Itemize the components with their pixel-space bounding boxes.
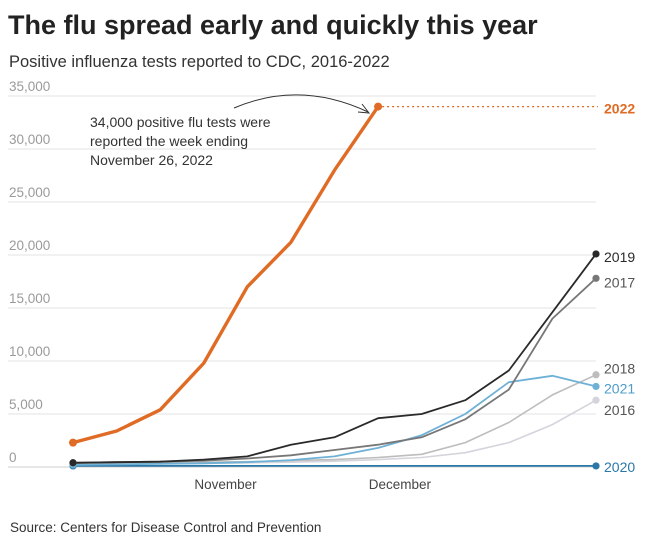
y-tick-label: 15,000 — [9, 291, 50, 306]
series-lines — [71, 104, 597, 467]
series-line-2016 — [72, 399, 597, 466]
annotation-text: 34,000 positive flu tests were reported t… — [90, 114, 271, 168]
y-tick-label: 20,000 — [9, 238, 50, 253]
series-line-2022 — [71, 104, 380, 445]
series-end-point-2021 — [592, 382, 600, 391]
end-label-2016: 2016 — [604, 402, 635, 418]
series-line-2017 — [72, 277, 597, 464]
end-label-2022: 2022 — [604, 101, 635, 117]
y-tick-label: 30,000 — [9, 132, 50, 147]
y-tick-label: 0 — [9, 450, 17, 465]
series-end-point-2017 — [592, 274, 600, 282]
end-label-2019: 2019 — [604, 249, 635, 265]
series-start-point-2019 — [69, 459, 77, 467]
annotation-line: November 26, 2022 — [90, 152, 213, 168]
series-end-point-2018 — [592, 371, 600, 379]
end-label-2018: 2018 — [604, 360, 635, 376]
end-label-2020: 2020 — [604, 459, 635, 475]
y-tick-label: 35,000 — [9, 79, 50, 94]
end-label-2017: 2017 — [604, 275, 635, 291]
x-tick-label: November — [194, 477, 257, 492]
series-line-2018 — [72, 373, 597, 465]
y-tick-label: 10,000 — [9, 344, 50, 359]
series-start-point-2022 — [69, 438, 77, 447]
chart-title: The flu spread early and quickly this ye… — [8, 10, 538, 40]
series-end-point-2019 — [592, 250, 600, 258]
series-end-labels: 2022 2019 2017 2018 2021 2016 2020 — [604, 101, 635, 475]
series-end-point-2016 — [592, 396, 600, 404]
annotation-arrowhead — [357, 103, 371, 114]
chart-subtitle: Positive influenza tests reported to CDC… — [9, 53, 390, 71]
series-end-point-2020 — [592, 462, 600, 470]
x-axis-ticks: November December — [194, 477, 431, 492]
series-line-2021 — [72, 374, 597, 466]
series-end-markers — [69, 102, 600, 470]
annotation-line: 34,000 positive flu tests were — [90, 114, 271, 130]
peak-annotation: 34,000 positive flu tests were reported t… — [90, 94, 371, 168]
y-tick-label: 25,000 — [9, 185, 50, 200]
annotation-arrow — [233, 94, 369, 113]
series-line-2019 — [72, 252, 597, 464]
series-end-point-2022 — [374, 102, 383, 111]
x-tick-label: December — [369, 477, 432, 492]
y-tick-label: 5,000 — [9, 397, 43, 412]
y-axis-ticks: 35,000 30,000 25,000 20,000 15,000 10,000 5,00… — [9, 79, 50, 465]
end-label-2021: 2021 — [604, 381, 635, 397]
annotation-line: reported the week ending — [90, 133, 248, 149]
chart-source: Source: Centers for Disease Control and … — [10, 520, 321, 535]
gridlines — [8, 95, 596, 468]
